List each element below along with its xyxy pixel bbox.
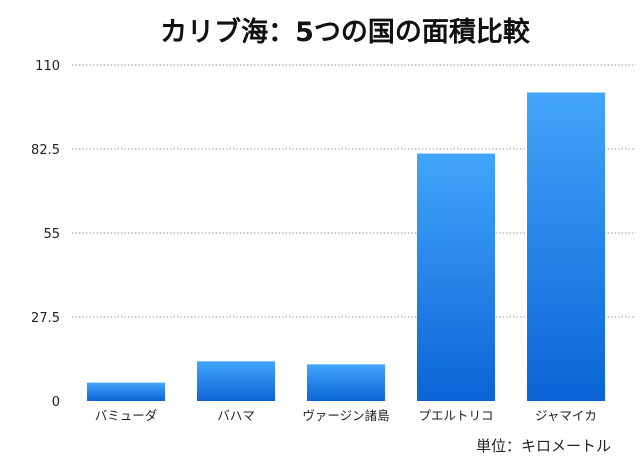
x-axis-labels: バミューダ バハマ ヴァージン諸島 プエルトリコ ジャマイカ (95, 408, 597, 423)
y-tick-label: 0 (52, 395, 60, 410)
x-tick-label: ヴァージン諸島 (302, 408, 389, 423)
chart-title: カリブ海：5つの国の面積比較 (160, 16, 531, 48)
y-tick-label: 110 (35, 59, 60, 74)
bar (87, 382, 165, 401)
y-tick-label: 55 (43, 227, 60, 242)
y-tick-label: 82.5 (31, 143, 60, 158)
bar (197, 361, 275, 401)
x-tick-label: バハマ (217, 408, 255, 423)
unit-label: 単位：キロメートル (476, 437, 611, 455)
bar (527, 92, 605, 401)
bars (87, 92, 605, 401)
y-tick-label: 27.5 (31, 311, 60, 326)
bar (307, 364, 385, 401)
x-tick-label: プエルトリコ (418, 408, 493, 423)
y-axis-ticks: 0 27.5 55 82.5 110 (31, 59, 60, 410)
x-tick-label: ジャマイカ (535, 408, 597, 423)
bar (417, 153, 495, 401)
x-tick-label: バミューダ (95, 408, 158, 423)
